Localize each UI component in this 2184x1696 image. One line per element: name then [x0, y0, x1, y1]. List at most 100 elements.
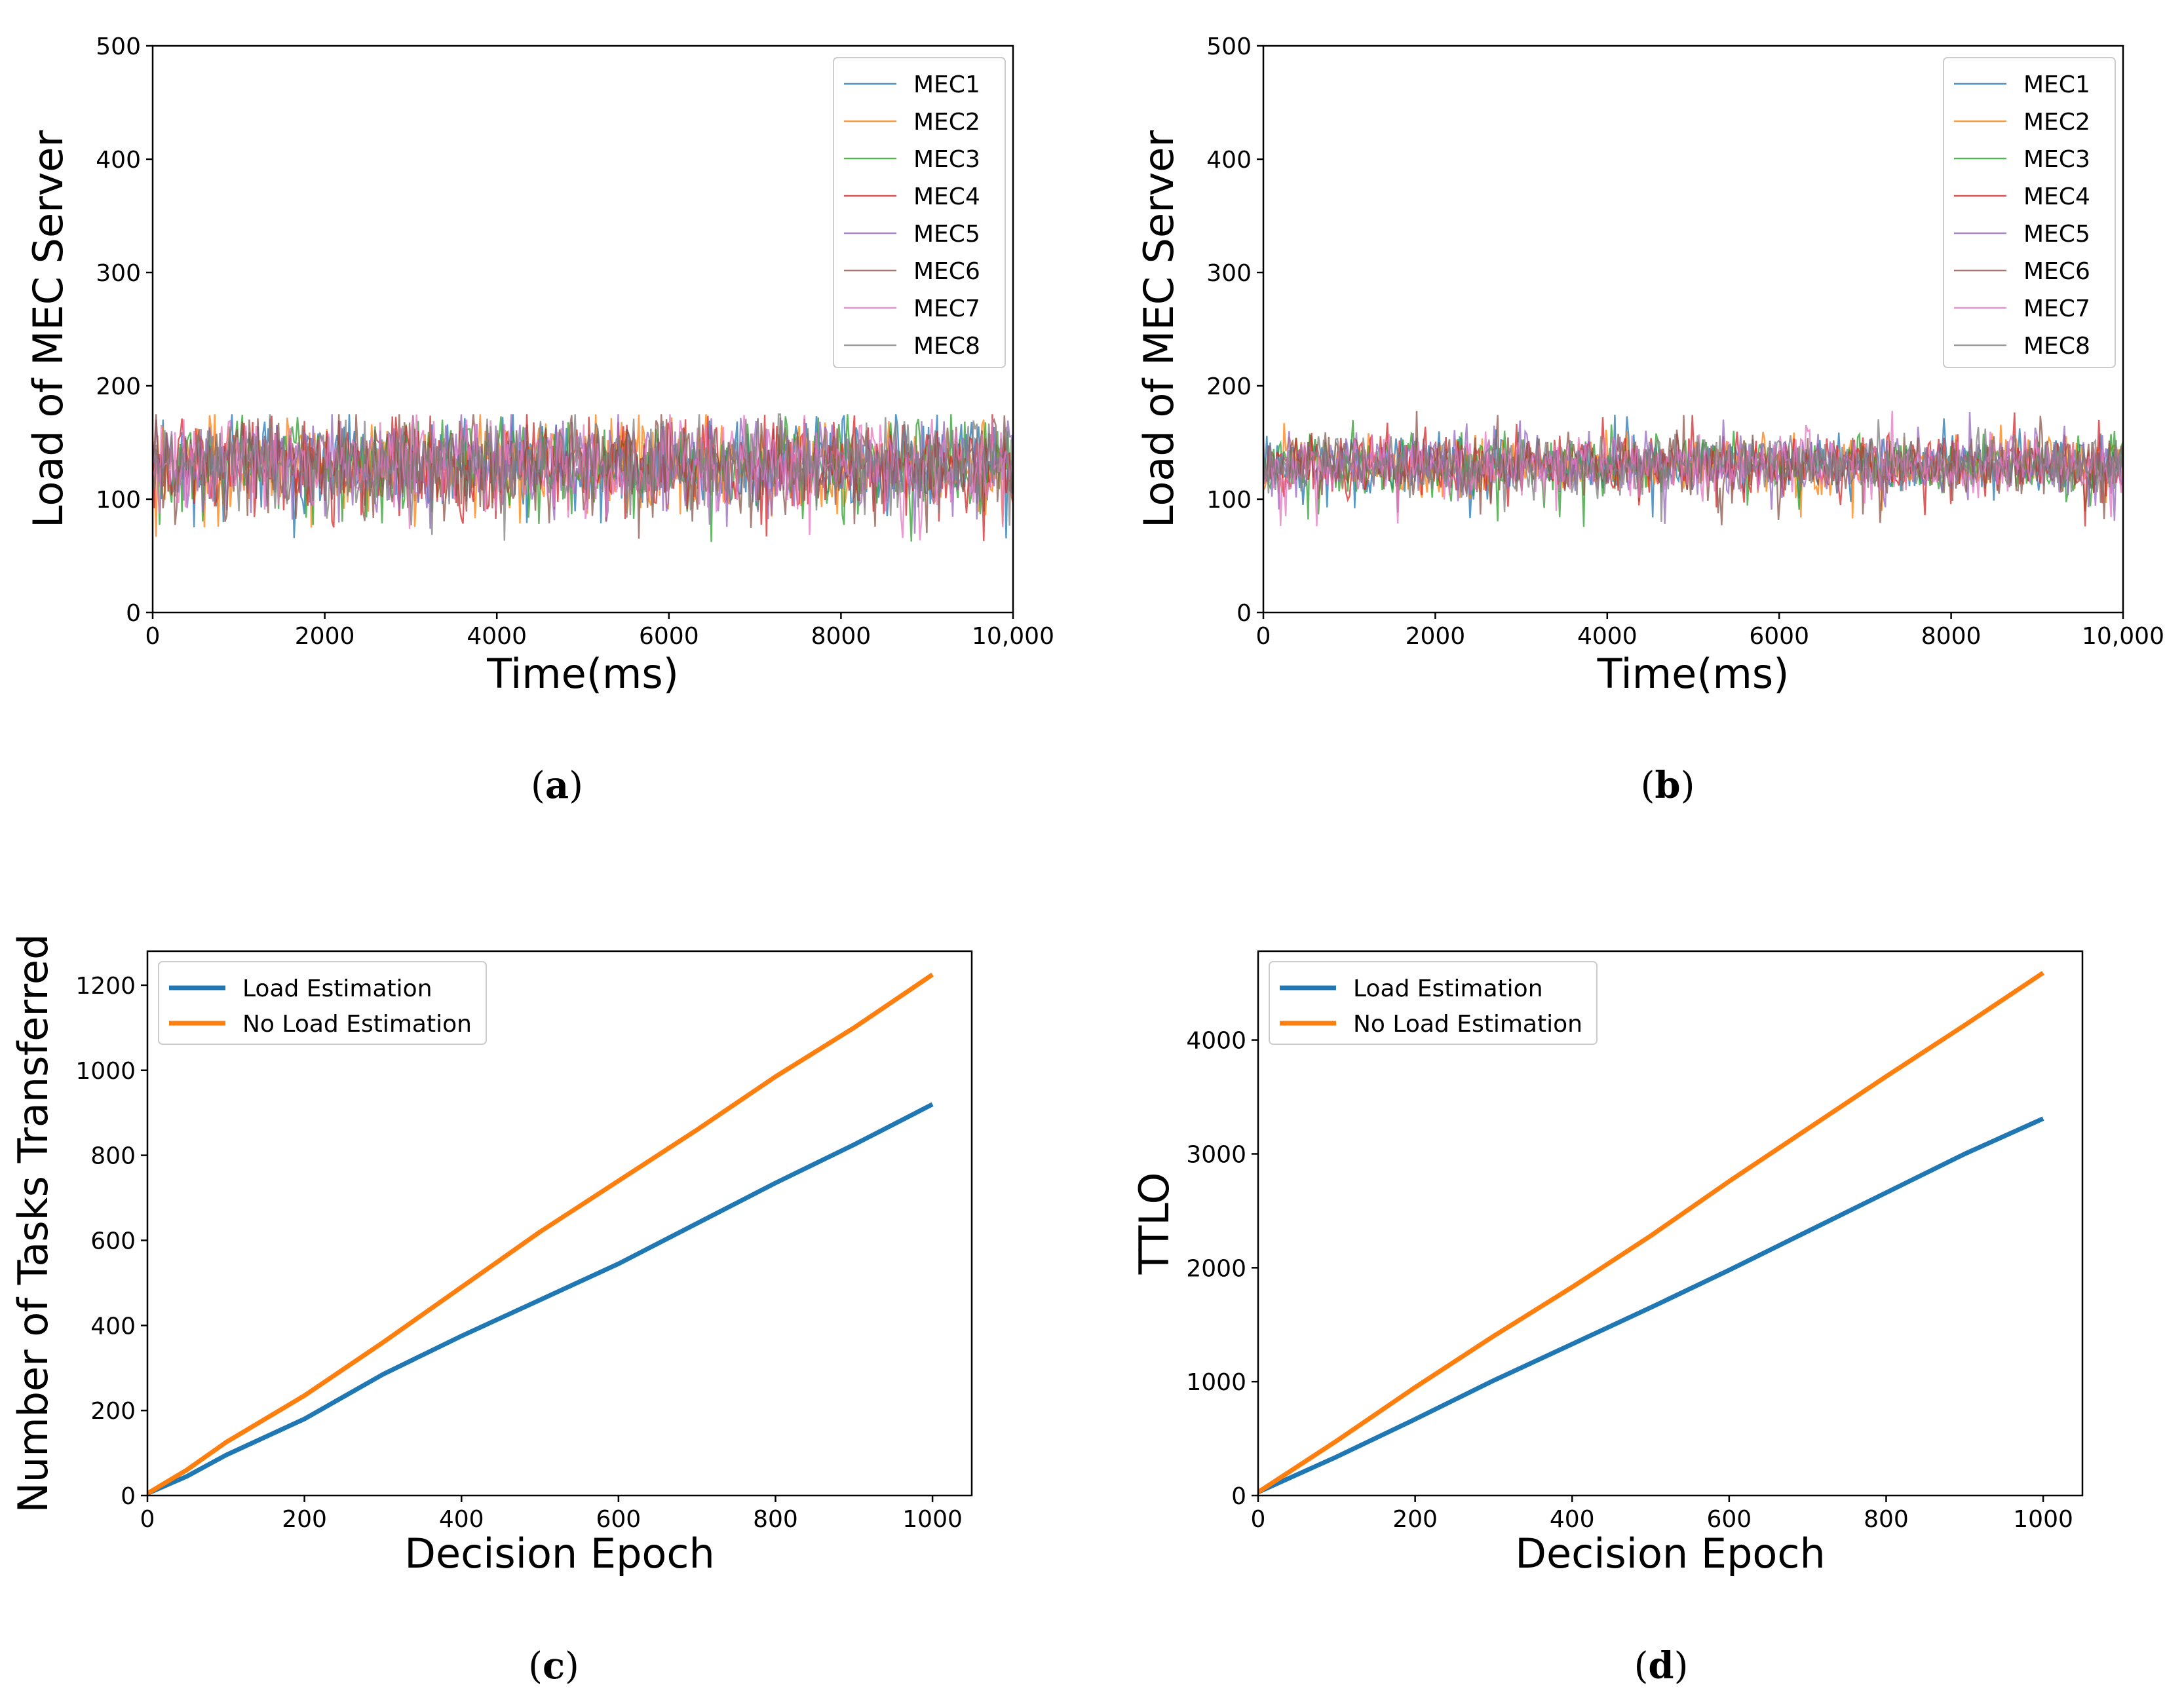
series-line-no-load-estimation [147, 972, 934, 1496]
x-tick-label: 6000 [1749, 623, 1809, 650]
legend-label: MEC8 [913, 333, 980, 360]
chart-panel-d: 0 200 400 600 800 1000 0 1000 2000 3000 4000 Decisi… [1130, 950, 2084, 1687]
x-tick-label: 10,000 [2082, 623, 2164, 650]
x-tick-label: 4000 [467, 623, 527, 650]
y-tick-label: 100 [1206, 487, 1252, 514]
series-line-load-estimation [1258, 1116, 2044, 1494]
legend-box [1943, 57, 2116, 368]
x-tick-label: 8000 [1921, 623, 1982, 650]
x-tick-label: 600 [596, 1506, 641, 1533]
x-tick-label: 10,000 [972, 623, 1054, 650]
y-axis-label: Load of MEC Server [24, 130, 72, 528]
x-tick-label: 4000 [1577, 623, 1638, 650]
x-tick-label: 200 [1392, 1506, 1438, 1533]
legend-label: MEC5 [913, 221, 980, 248]
x-tick-label: 1000 [2013, 1506, 2073, 1533]
legend-label: No Load Estimation [1353, 1011, 1582, 1038]
chart-panel-c: 0 200 400 600 800 1000 0 200 400 600 800 1000 1200 De… [9, 934, 973, 1687]
legend-box [158, 961, 487, 1045]
legend: Load Estimation No Load Estimation [1269, 961, 1598, 1045]
series-line-mec6 [153, 414, 1013, 539]
y-tick-label: 200 [1206, 373, 1252, 400]
plot-area [1258, 971, 2045, 1494]
y-axis-label: TTLO [1130, 1173, 1178, 1275]
legend-label: MEC2 [2023, 109, 2090, 136]
y-tick-label: 300 [96, 260, 141, 287]
y-tick-label: 0 [121, 1483, 136, 1510]
x-tick-label: 1000 [902, 1506, 963, 1533]
plot-area [153, 413, 1013, 542]
series-line-mec7 [153, 414, 1013, 540]
y-axis-label: Load of MEC Server [1135, 130, 1183, 528]
legend-label: Load Estimation [1353, 975, 1543, 1002]
y-tick-label: 400 [90, 1313, 136, 1340]
y-tick-label: 300 [1206, 260, 1252, 287]
series-line-mec8 [1263, 419, 2123, 522]
y-tick-label: 1000 [1186, 1369, 1246, 1396]
x-tick-label: 800 [753, 1506, 798, 1533]
plot-area [147, 972, 934, 1496]
x-tick-label: 2000 [295, 623, 355, 650]
legend-label: No Load Estimation [242, 1011, 472, 1038]
chart-panel-a: 0 2000 4000 6000 8000 10,000 0 100 200 300 400 500 T… [24, 33, 1054, 807]
series-line-no-load-estimation [1258, 971, 2045, 1494]
legend-label: MEC8 [2023, 333, 2090, 360]
plot-frame [146, 950, 973, 1497]
x-tick-label: 2000 [1406, 623, 1466, 650]
y-axis-label: Number of Tasks Transferred [9, 934, 57, 1513]
legend-label: MEC4 [913, 183, 980, 210]
x-axis-label: Decision Epoch [1515, 1530, 1826, 1577]
y-tick-label: 0 [126, 600, 141, 627]
legend-label: MEC6 [2023, 258, 2090, 285]
y-tick-label: 800 [90, 1143, 136, 1170]
x-axis-label: Time(ms) [486, 650, 679, 698]
series-line-load-estimation [147, 1102, 934, 1496]
chart-panel-b: 0 2000 4000 6000 8000 10,000 0 100 200 300 400 500 T… [1135, 33, 2164, 807]
panel-caption: (a) [531, 764, 583, 807]
legend-label: MEC3 [2023, 146, 2090, 173]
plot-area [1263, 411, 2123, 527]
panel-caption: (b) [1641, 764, 1695, 807]
legend-label: MEC1 [2023, 71, 2090, 98]
y-tick-label: 2000 [1186, 1255, 1246, 1282]
x-tick-label: 8000 [811, 623, 872, 650]
legend-label: MEC5 [2023, 221, 2090, 248]
x-tick-label: 6000 [639, 623, 699, 650]
y-tick-label: 200 [90, 1398, 136, 1425]
x-tick-label: 0 [145, 623, 161, 650]
x-tick-label: 400 [1550, 1506, 1595, 1533]
legend: MEC1 MEC2 MEC3 MEC4 MEC5 MEC6 MEC7 MEC8 [833, 57, 1006, 368]
y-tick-label: 1000 [75, 1058, 136, 1085]
panel-caption: (d) [1634, 1644, 1689, 1687]
legend-label: Load Estimation [242, 975, 432, 1002]
y-tick-label: 200 [96, 373, 141, 400]
legend-box [833, 57, 1006, 368]
x-tick-label: 0 [1251, 1506, 1266, 1533]
y-tick-label: 1200 [75, 973, 136, 1000]
legend-label: MEC3 [913, 146, 980, 173]
y-tick-label: 400 [96, 147, 141, 174]
y-tick-label: 600 [90, 1228, 136, 1254]
legend-label: MEC4 [2023, 183, 2090, 210]
plot-frame [1262, 45, 2124, 614]
legend-label: MEC7 [2023, 295, 2090, 322]
y-tick-label: 100 [96, 487, 141, 514]
y-tick-label: 0 [1231, 1483, 1246, 1510]
plot-frame [151, 45, 1014, 614]
legend-box [1269, 961, 1598, 1045]
plot-frame [1257, 950, 2084, 1497]
series-line-mec8 [153, 413, 1013, 541]
y-tick-label: 4000 [1186, 1028, 1246, 1055]
legend-label: MEC1 [913, 71, 980, 98]
x-tick-label: 600 [1706, 1506, 1752, 1533]
legend-label: MEC7 [913, 295, 980, 322]
x-tick-label: 0 [140, 1506, 155, 1533]
y-tick-label: 500 [96, 33, 141, 60]
x-tick-label: 200 [282, 1506, 327, 1533]
y-tick-label: 500 [1206, 33, 1252, 60]
x-tick-label: 400 [439, 1506, 484, 1533]
y-tick-label: 400 [1206, 147, 1252, 174]
x-tick-label: 0 [1256, 623, 1271, 650]
y-tick-label: 0 [1236, 600, 1252, 627]
